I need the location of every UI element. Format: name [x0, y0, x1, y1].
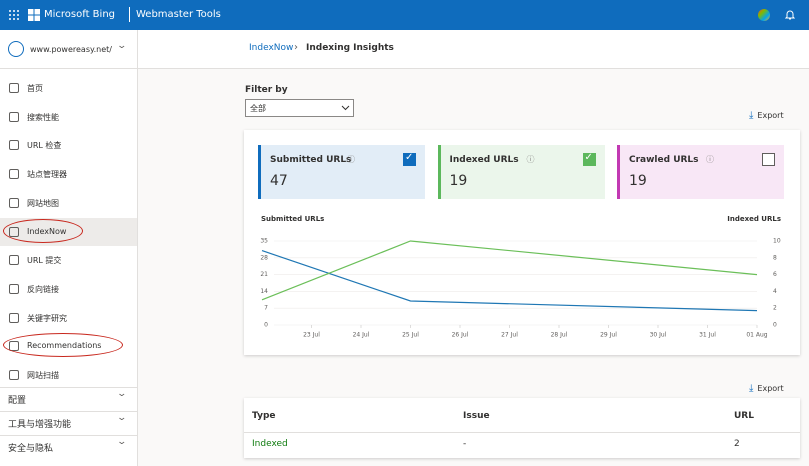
y2-tick-label: 10 [773, 238, 781, 245]
x-tick-label: 30 Jul [650, 332, 667, 339]
x-tick-label: 27 Jul [501, 332, 518, 339]
y-tick-label: 28 [260, 254, 268, 261]
y-tick-label: 21 [260, 271, 268, 278]
x-tick-label: 28 Jul [551, 332, 568, 339]
y-tick-label: 35 [260, 238, 268, 245]
x-tick-label: 25 Jul [402, 332, 419, 339]
y2-tick-label: 6 [773, 271, 777, 278]
y-axis-title: Submitted URLs [261, 215, 324, 223]
y2-axis-title: Indexed URLs [727, 215, 781, 223]
x-tick-label: 31 Jul [699, 332, 716, 339]
y2-tick-label: 2 [773, 305, 777, 312]
y-tick-label: 0 [264, 322, 268, 329]
x-tick-label: 23 Jul [303, 332, 320, 339]
y2-tick-label: 4 [773, 288, 777, 295]
y-tick-label: 7 [264, 305, 268, 312]
series-line [262, 251, 757, 311]
y2-tick-label: 8 [773, 254, 777, 261]
x-tick-label: 24 Jul [353, 332, 370, 339]
x-tick-label: 29 Jul [600, 332, 617, 339]
x-tick-label: 01 Aug [746, 332, 767, 339]
y-tick-label: 14 [260, 288, 268, 295]
series-line [262, 241, 757, 300]
x-tick-label: 26 Jul [452, 332, 469, 339]
y2-tick-label: 0 [773, 322, 777, 329]
